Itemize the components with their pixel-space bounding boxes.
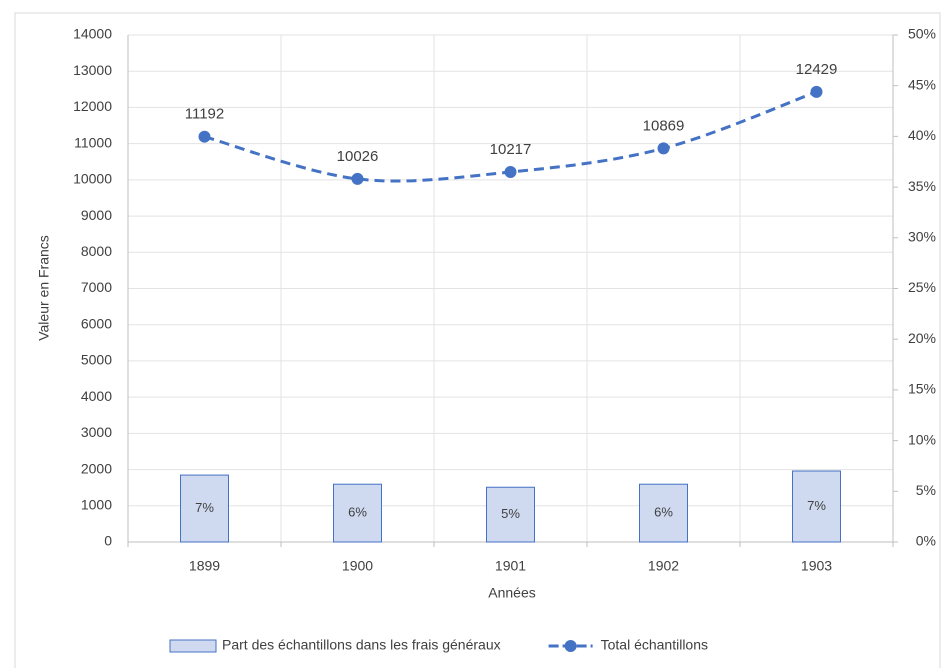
line-label: 10026: [337, 148, 379, 165]
y-tick-label: 11000: [74, 134, 112, 150]
y2-tick-label: 15%: [908, 381, 936, 397]
bar: [792, 470, 841, 543]
x-tick-label: 1901: [495, 558, 526, 574]
y2-tick-label: 25%: [908, 279, 936, 295]
y2-tick-label: 35%: [908, 178, 936, 194]
y-tick-label: 0: [104, 533, 112, 549]
y2-tick-label: 45%: [908, 76, 936, 92]
y-tick-label: 2000: [81, 460, 112, 476]
line-label: 11192: [185, 106, 225, 123]
x-tick-label: 1902: [648, 558, 679, 574]
line-point: [657, 142, 670, 155]
bar-label: 7%: [195, 500, 214, 515]
line-point: [504, 165, 517, 178]
legend-swatch: [169, 639, 217, 653]
bar: [333, 483, 382, 543]
y-tick-label: 6000: [81, 315, 112, 331]
bar: [180, 474, 229, 543]
x-tick-label: 1903: [801, 558, 832, 574]
bar-label: 7%: [807, 498, 826, 513]
x-tick-label: 1899: [189, 558, 220, 574]
bar-label: 6%: [348, 505, 367, 520]
y-tick-label: 10000: [73, 171, 112, 187]
x-axis-title: Années: [488, 585, 535, 601]
y-tick-label: 9000: [81, 207, 112, 223]
y-tick-label: 1000: [81, 496, 112, 512]
x-tick-label: 1900: [342, 558, 373, 574]
line-label: 10869: [643, 117, 685, 134]
y-tick-label: 14000: [73, 26, 112, 42]
y-tick-label: 7000: [81, 279, 112, 295]
y-tick-label: 8000: [81, 243, 112, 259]
bar: [486, 486, 535, 543]
y-tick-label: 13000: [73, 62, 112, 78]
y2-tick-label: 40%: [908, 127, 936, 143]
bar: [639, 483, 688, 543]
y-tick-label: 4000: [81, 388, 112, 404]
y-tick-label: 12000: [73, 98, 112, 114]
y2-tick-label: 20%: [908, 330, 936, 346]
line-label: 12429: [796, 61, 838, 78]
line-point: [810, 85, 823, 98]
y2-tick-label: 5%: [916, 482, 936, 498]
y2-tick-label: 30%: [908, 229, 936, 245]
legend-marker: [564, 640, 577, 652]
bar-label: 6%: [654, 505, 673, 520]
y-axis-title: Valeur en Francs: [36, 235, 52, 341]
legend-label: Part des échantillons dans les frais gén…: [222, 637, 501, 653]
line-point: [351, 172, 364, 185]
legend-label: Total échantillons: [601, 637, 708, 653]
line-label: 10217: [490, 141, 532, 158]
chart-border: [14, 12, 941, 668]
y2-tick-label: 50%: [908, 26, 936, 42]
y-tick-label: 5000: [81, 352, 112, 368]
y2-tick-label: 10%: [908, 431, 936, 447]
y2-tick-label: 0%: [916, 533, 936, 549]
bar-label: 5%: [501, 506, 520, 521]
line-point: [198, 130, 211, 143]
y-tick-label: 3000: [81, 424, 112, 440]
